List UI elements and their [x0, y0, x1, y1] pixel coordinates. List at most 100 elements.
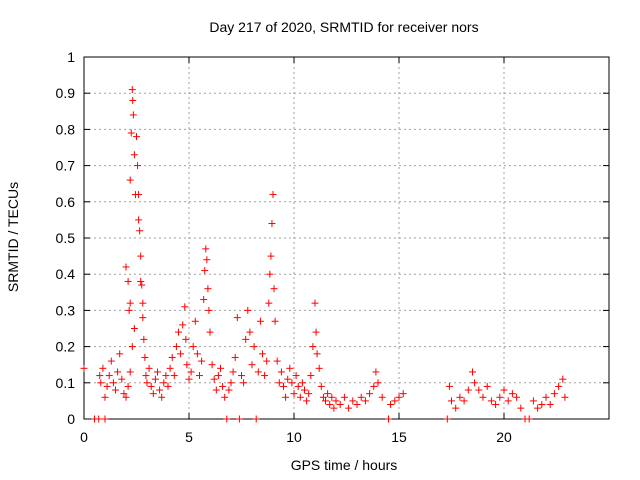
- data-point: [452, 404, 460, 412]
- data-point: [275, 379, 283, 387]
- data-point: [212, 386, 220, 394]
- data-point: [309, 343, 317, 351]
- data-point: [252, 415, 260, 423]
- data-point: [208, 361, 216, 369]
- data-point: [138, 281, 146, 289]
- data-point: [202, 245, 210, 253]
- data-point: [324, 390, 332, 398]
- data-point: [205, 306, 213, 314]
- y-axis-label: SRMTID / TECUs: [5, 182, 21, 292]
- data-point: [238, 372, 245, 380]
- data-point: [185, 375, 193, 383]
- y-tick-label: 0: [67, 411, 75, 427]
- x-tick-label: 10: [286, 429, 302, 445]
- data-point: [561, 393, 569, 401]
- data-point: [378, 393, 386, 401]
- data-point: [187, 368, 195, 376]
- data-point: [353, 401, 361, 409]
- data-point: [529, 397, 537, 405]
- data-point: [206, 328, 214, 336]
- plot-area-border: [83, 56, 610, 420]
- data-point: [189, 343, 197, 351]
- data-point: [311, 299, 319, 307]
- data-point: [129, 111, 137, 119]
- data-point: [542, 393, 550, 401]
- data-point: [288, 379, 296, 387]
- data-point: [254, 368, 262, 376]
- data-point: [555, 382, 563, 390]
- data-point: [282, 393, 290, 401]
- data-point: [322, 397, 329, 405]
- data-point: [469, 368, 476, 376]
- data-point: [361, 397, 369, 405]
- y-tick-label: 0.8: [56, 121, 76, 137]
- data-point: [312, 328, 320, 336]
- data-point: [140, 335, 148, 343]
- data-point: [130, 325, 138, 332]
- data-point: [227, 379, 235, 387]
- data-point: [210, 375, 218, 383]
- data-point: [513, 393, 521, 401]
- data-point: [128, 343, 136, 351]
- data-point: [372, 368, 380, 376]
- data-point: [217, 364, 224, 372]
- data-point: [142, 372, 150, 380]
- data-point: [464, 386, 472, 394]
- data-point: [124, 382, 132, 390]
- data-point: [301, 386, 308, 394]
- data-point: [127, 129, 135, 137]
- data-point: [525, 415, 533, 423]
- data-point: [147, 382, 155, 390]
- data-point: [270, 285, 278, 293]
- data-point: [122, 393, 130, 401]
- data-point: [203, 256, 211, 264]
- data-point: [112, 386, 119, 394]
- data-point: [160, 379, 168, 387]
- data-point: [340, 393, 348, 401]
- data-point: [97, 379, 105, 387]
- data-point: [263, 357, 271, 365]
- data-point: [250, 343, 258, 351]
- data-point: [387, 401, 395, 409]
- data-point: [125, 306, 133, 314]
- data-point: [328, 393, 336, 401]
- data-point: [168, 353, 176, 361]
- data-points: [80, 86, 569, 423]
- data-point: [332, 397, 340, 405]
- data-point: [101, 415, 109, 423]
- data-point: [107, 357, 115, 365]
- data-point: [271, 317, 279, 325]
- data-point: [156, 386, 164, 394]
- data-point: [517, 404, 525, 412]
- data-point: [149, 390, 157, 398]
- data-point: [492, 401, 500, 409]
- data-point: [105, 372, 113, 380]
- data-point: [475, 386, 483, 394]
- data-point: [219, 382, 227, 390]
- data-point: [546, 401, 554, 409]
- data-point: [296, 393, 304, 401]
- data-point: [248, 361, 256, 369]
- data-point: [504, 397, 512, 405]
- data-point: [95, 415, 103, 423]
- data-point: [181, 303, 189, 311]
- data-point: [266, 270, 274, 278]
- data-point: [330, 404, 338, 412]
- data-point: [137, 252, 145, 260]
- y-tick-label: 0.3: [56, 302, 76, 318]
- data-point: [317, 382, 325, 390]
- data-point: [166, 364, 174, 372]
- data-point: [225, 386, 233, 394]
- data-point: [357, 393, 365, 401]
- data-point: [179, 321, 187, 329]
- data-point: [242, 335, 250, 343]
- data-point: [196, 372, 203, 380]
- data-point: [244, 306, 252, 314]
- data-point: [326, 401, 334, 409]
- data-point: [319, 393, 327, 401]
- data-point: [256, 317, 264, 325]
- data-point: [223, 415, 231, 423]
- data-point: [191, 317, 199, 325]
- grid-lines: [84, 57, 609, 419]
